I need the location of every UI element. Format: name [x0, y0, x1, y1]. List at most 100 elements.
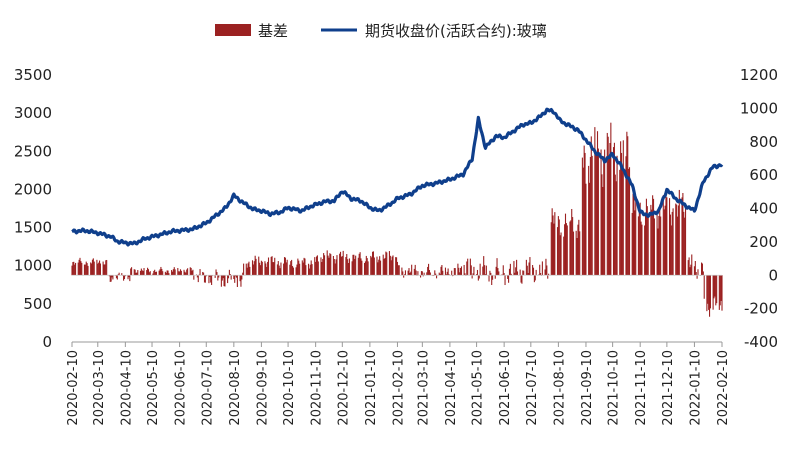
basis-bar — [670, 225, 672, 276]
basis-bar — [255, 258, 257, 276]
basis-bar — [328, 257, 330, 276]
basis-bar — [360, 258, 362, 276]
basis-bar — [635, 200, 637, 276]
futures-price-line — [71, 107, 724, 247]
basis-bar — [166, 270, 168, 276]
basis-bar — [177, 268, 179, 276]
x-tick-label: 2021-04-10 — [444, 350, 459, 426]
basis-bar — [684, 217, 686, 276]
basis-bar — [84, 264, 86, 276]
basis-bar — [292, 267, 294, 276]
basis-bar — [130, 268, 132, 276]
basis-bar — [453, 268, 455, 276]
y-right-tick-label: -200 — [744, 300, 778, 318]
basis-bar — [190, 267, 192, 276]
basis-bar — [347, 262, 350, 276]
basis-bar — [290, 261, 292, 276]
basis-bar — [235, 275, 238, 278]
basis-bar — [613, 142, 615, 276]
basis-bar — [427, 266, 429, 276]
basis-bar — [534, 275, 536, 281]
basis-bar — [669, 214, 671, 276]
basis-bar — [382, 254, 384, 276]
basis-bar — [371, 257, 373, 276]
x-tick-label: 2020-07-10 — [200, 350, 215, 426]
basis-bar — [203, 272, 205, 276]
basis-bar — [155, 271, 158, 276]
x-tick-label: 2020-08-10 — [228, 350, 243, 426]
basis-bar — [322, 258, 324, 276]
basis-bar — [632, 193, 634, 276]
basis-bar — [519, 269, 521, 276]
basis-bar — [716, 275, 718, 304]
basis-bar — [540, 273, 542, 276]
basis-bar — [118, 272, 120, 276]
basis-bar — [133, 269, 135, 276]
basis-bar — [554, 212, 556, 276]
basis-bar — [208, 275, 210, 284]
basis-bar — [585, 183, 587, 276]
basis-bar — [284, 257, 286, 276]
x-tick-label: 2020-12-10 — [336, 350, 351, 426]
basis-bar — [172, 269, 174, 276]
basis-bar — [152, 273, 154, 276]
basis-bar — [458, 267, 460, 276]
basis-bar — [352, 254, 354, 276]
basis-bar — [615, 181, 617, 276]
basis-bar — [74, 264, 76, 276]
basis-bar — [78, 259, 80, 276]
basis-bar — [115, 275, 118, 279]
basis-bar — [229, 274, 231, 276]
basis-bar — [631, 212, 633, 276]
basis-bar — [495, 266, 497, 276]
basis-bar — [441, 265, 443, 276]
basis-bar — [363, 262, 366, 276]
basis-bar — [596, 153, 598, 276]
basis-bar — [607, 136, 609, 276]
basis-bar — [628, 168, 630, 276]
basis-bar — [687, 260, 689, 276]
basis-bar — [155, 272, 157, 276]
basis-bar — [259, 265, 262, 276]
basis-bar — [535, 269, 537, 276]
basis-bar — [713, 275, 715, 299]
basis-bar — [185, 272, 187, 276]
basis-bar — [148, 272, 150, 276]
basis-bar — [93, 261, 95, 276]
basis-bar — [439, 273, 441, 276]
basis-bar — [702, 271, 704, 276]
basis-bar — [701, 263, 703, 276]
x-tick-label: 2021-05-10 — [471, 350, 486, 426]
basis-bar — [523, 270, 525, 276]
basis-bar — [186, 269, 188, 276]
basis-bar — [384, 257, 386, 276]
basis-bar — [211, 275, 213, 285]
basis-bar — [478, 275, 480, 279]
basis-bar — [428, 270, 431, 276]
basis-bar — [124, 275, 126, 277]
basis-bar — [149, 271, 151, 276]
basis-bar — [240, 275, 242, 287]
basis-bar — [558, 219, 560, 276]
basis-bar — [223, 275, 225, 287]
basis-bar — [547, 275, 549, 279]
basis-bar — [183, 269, 185, 276]
basis-bar — [214, 275, 216, 278]
basis-bar — [386, 252, 388, 276]
basis-bar — [647, 214, 649, 276]
basis-bar — [227, 275, 230, 279]
basis-bar — [693, 266, 695, 276]
basis-bar — [411, 264, 413, 276]
basis-bar — [96, 259, 98, 276]
basis-bar — [327, 255, 329, 276]
y-right-tick-label: 400 — [749, 200, 778, 218]
basis-bar — [117, 274, 119, 276]
basis-bar — [260, 260, 262, 276]
basis-bar — [508, 275, 510, 283]
basis-bar — [99, 263, 101, 276]
basis-bar — [365, 255, 367, 276]
basis-bar — [662, 195, 664, 276]
x-tick-label: 2021-11-10 — [634, 350, 649, 426]
basis-bar — [604, 149, 606, 276]
